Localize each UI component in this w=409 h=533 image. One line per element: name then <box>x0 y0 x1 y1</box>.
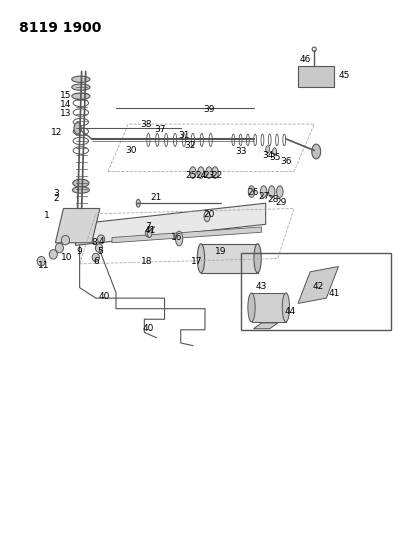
Ellipse shape <box>61 236 70 245</box>
Text: 31: 31 <box>178 131 189 140</box>
Text: 15: 15 <box>60 91 71 100</box>
Ellipse shape <box>248 186 254 197</box>
Ellipse shape <box>95 244 102 252</box>
Text: 37: 37 <box>154 125 166 134</box>
Text: 18: 18 <box>140 257 152 266</box>
Text: 38: 38 <box>140 119 152 128</box>
Text: 9: 9 <box>76 247 81 256</box>
Ellipse shape <box>197 167 204 179</box>
Text: 14: 14 <box>60 100 71 109</box>
Text: 23: 23 <box>203 171 214 180</box>
Polygon shape <box>253 323 277 329</box>
Text: 8119 1900: 8119 1900 <box>19 21 101 35</box>
Text: 3: 3 <box>54 189 59 198</box>
Bar <box>241 253 390 330</box>
Text: 41: 41 <box>328 289 339 298</box>
Polygon shape <box>297 266 338 303</box>
Ellipse shape <box>97 235 104 243</box>
Text: 43: 43 <box>255 282 267 291</box>
Ellipse shape <box>311 144 320 159</box>
Text: 30: 30 <box>125 146 137 155</box>
Text: 35: 35 <box>268 154 280 163</box>
Text: 40: 40 <box>142 324 154 333</box>
Ellipse shape <box>272 148 276 155</box>
Text: 8: 8 <box>91 238 97 247</box>
Text: 7: 7 <box>145 222 151 231</box>
Text: 27: 27 <box>258 192 270 201</box>
Text: 1: 1 <box>44 212 50 220</box>
Text: 24: 24 <box>195 171 206 180</box>
Ellipse shape <box>147 227 152 238</box>
Text: 39: 39 <box>203 105 214 114</box>
Text: 44: 44 <box>283 307 295 316</box>
Ellipse shape <box>268 186 274 197</box>
Bar <box>297 66 334 87</box>
Text: 34: 34 <box>261 151 273 160</box>
Text: 33: 33 <box>235 147 247 156</box>
Ellipse shape <box>55 243 63 253</box>
Text: 10: 10 <box>61 253 72 262</box>
Ellipse shape <box>49 249 57 259</box>
Ellipse shape <box>205 167 212 179</box>
Ellipse shape <box>265 146 269 153</box>
Text: 25: 25 <box>185 171 196 180</box>
Ellipse shape <box>204 211 209 222</box>
Ellipse shape <box>276 186 282 197</box>
Ellipse shape <box>175 231 182 246</box>
Bar <box>251 293 285 322</box>
Ellipse shape <box>72 84 90 90</box>
Text: 41: 41 <box>144 226 156 235</box>
Ellipse shape <box>260 186 266 197</box>
Ellipse shape <box>253 244 261 273</box>
Text: 40: 40 <box>98 292 109 301</box>
Text: 16: 16 <box>171 233 182 242</box>
Text: 36: 36 <box>279 157 291 166</box>
Text: 19: 19 <box>215 247 226 256</box>
Polygon shape <box>112 227 261 243</box>
Text: 32: 32 <box>184 141 195 150</box>
Ellipse shape <box>189 167 196 179</box>
Ellipse shape <box>92 253 99 262</box>
Ellipse shape <box>72 76 90 83</box>
Bar <box>200 244 257 273</box>
Ellipse shape <box>211 167 218 179</box>
Text: 12: 12 <box>51 127 62 136</box>
Text: 11: 11 <box>37 261 49 270</box>
Text: 26: 26 <box>247 188 258 197</box>
Ellipse shape <box>72 93 90 99</box>
Text: 45: 45 <box>338 71 349 80</box>
Ellipse shape <box>247 293 254 322</box>
Polygon shape <box>55 208 100 243</box>
Text: 21: 21 <box>151 193 162 203</box>
Text: 29: 29 <box>275 198 286 207</box>
Text: 2: 2 <box>54 195 59 204</box>
Text: 5: 5 <box>97 247 103 256</box>
Ellipse shape <box>72 179 89 187</box>
Ellipse shape <box>72 187 89 193</box>
Text: 28: 28 <box>267 195 278 204</box>
Text: 22: 22 <box>211 171 222 180</box>
Text: 17: 17 <box>191 257 202 266</box>
Polygon shape <box>75 203 265 245</box>
Text: 46: 46 <box>299 55 310 64</box>
Ellipse shape <box>74 123 81 134</box>
Text: 6: 6 <box>93 257 99 266</box>
Ellipse shape <box>37 256 45 266</box>
Text: 42: 42 <box>312 282 323 291</box>
Ellipse shape <box>281 293 289 322</box>
Ellipse shape <box>197 244 204 273</box>
Text: 4: 4 <box>99 237 104 246</box>
Ellipse shape <box>136 199 140 207</box>
Text: 13: 13 <box>60 109 71 118</box>
Text: 20: 20 <box>203 211 214 219</box>
